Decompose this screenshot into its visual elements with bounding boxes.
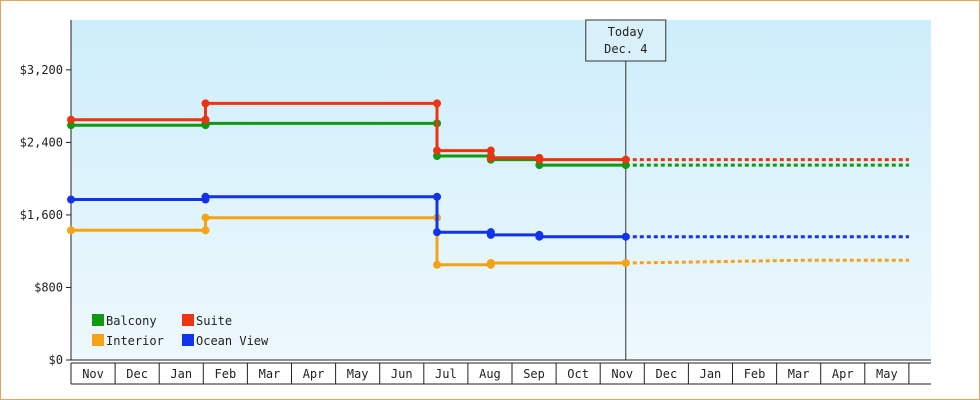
month-label: Aug [479, 367, 501, 381]
month-label: Apr [832, 367, 854, 381]
y-tick-label: $0 [49, 353, 63, 367]
y-tick-label: $800 [34, 280, 63, 294]
month-label: Mar [259, 367, 281, 381]
month-label: Sep [523, 367, 545, 381]
series-point-interior [486, 258, 495, 267]
month-label: Nov [611, 367, 633, 381]
month-label: Feb [744, 367, 766, 381]
legend-label-ocean-view: Ocean View [196, 334, 269, 348]
series-point-suite [535, 155, 544, 164]
series-point-interior [67, 226, 75, 235]
series-point-suite [433, 99, 442, 108]
series-projection-interior [625, 258, 909, 265]
month-label: May [347, 367, 369, 381]
month-label: May [876, 367, 898, 381]
series-point-suite [201, 99, 210, 108]
series-point-ocean-view [433, 228, 442, 237]
month-label: Jan [700, 367, 722, 381]
series-group [67, 99, 909, 269]
legend-swatch-ocean-view [182, 334, 194, 346]
month-label: Dec [126, 367, 148, 381]
y-axis: $0 $800 $1,600 $2,400 $3,200 [20, 20, 72, 367]
series-point-interior [201, 213, 210, 222]
series-point-ocean-view [433, 192, 442, 201]
series-point-ocean-view [621, 232, 630, 241]
series-point-ocean-view [67, 195, 75, 204]
plot-background [71, 20, 931, 360]
series-point-ocean-view [201, 192, 210, 201]
today-label: Today [608, 25, 644, 39]
series-point-interior [433, 260, 442, 269]
today-box [585, 19, 667, 62]
month-label: Feb [215, 367, 237, 381]
series-point-ocean-view [486, 230, 495, 239]
series-point-ocean-view [535, 232, 544, 241]
today-marker: Today Dec. 4 [585, 19, 667, 360]
y-tick-label: $2,400 [20, 135, 63, 149]
legend: Balcony Suite Interior Ocean View [92, 314, 269, 348]
series-point-suite [621, 155, 630, 164]
x-axis: Nov Dec Jan Feb Mar Apr May Jun Jul Aug Sep Oct Nov D… [70, 359, 931, 385]
legend-swatch-balcony [92, 314, 104, 326]
legend-label-interior: Interior [106, 334, 164, 348]
today-date: Dec. 4 [604, 42, 647, 56]
series-point-interior [621, 258, 630, 267]
legend-label-suite: Suite [196, 314, 232, 328]
month-label: Mar [788, 367, 810, 381]
month-label: Dec [656, 367, 678, 381]
month-label: Jun [391, 367, 413, 381]
series-point-interior [201, 226, 210, 235]
y-tick-label: $3,200 [20, 63, 63, 77]
series-point-suite [486, 153, 495, 162]
series-point-suite [67, 115, 75, 124]
legend-swatch-suite [182, 314, 194, 326]
series-point-suite [486, 146, 495, 155]
month-label: Jul [435, 367, 457, 381]
series-point-suite [433, 146, 442, 155]
series-point-suite [201, 115, 210, 124]
y-tick-label: $1,600 [20, 208, 63, 222]
month-label: Apr [303, 367, 325, 381]
legend-swatch-interior [92, 334, 104, 346]
month-label: Oct [567, 367, 589, 381]
month-label: Nov [82, 367, 104, 381]
legend-label-balcony: Balcony [106, 314, 157, 328]
month-label: Jan [170, 367, 192, 381]
